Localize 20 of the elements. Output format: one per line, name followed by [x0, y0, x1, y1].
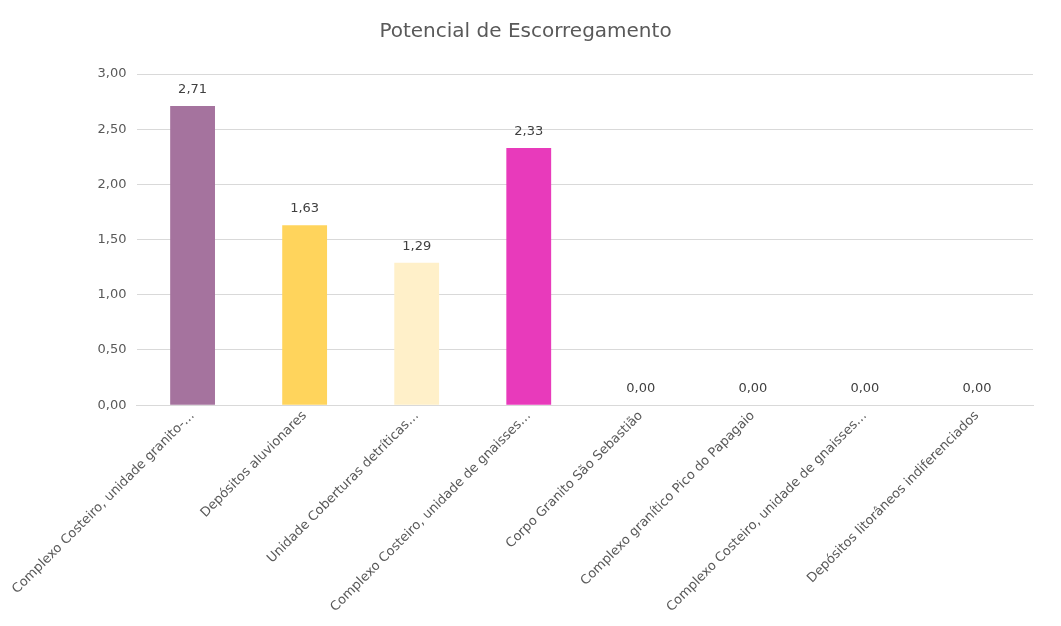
y-tick-label: 1,00	[97, 286, 127, 302]
bar	[394, 262, 440, 405]
y-tick-label: 2,50	[97, 120, 127, 136]
data-label: 1,63	[290, 200, 320, 216]
y-tick-label: 0,50	[97, 341, 127, 357]
data-label: 0,00	[850, 380, 880, 396]
data-label: 0,00	[962, 380, 992, 396]
data-label: 0,00	[626, 380, 656, 396]
bar	[506, 147, 552, 405]
y-tick-label: 0,00	[97, 396, 127, 412]
bar	[170, 106, 215, 405]
chart-title: Potencial de Escorregamento	[379, 18, 672, 43]
y-tick-label: 1,50	[97, 230, 127, 246]
data-label: 0,00	[738, 380, 768, 396]
data-label: 2,33	[514, 122, 544, 138]
y-tick-label: 2,00	[97, 175, 127, 191]
data-label: 1,29	[402, 237, 432, 253]
y-tick-label: 3,00	[97, 65, 127, 81]
data-label: 2,71	[178, 80, 208, 96]
bar	[282, 225, 328, 405]
